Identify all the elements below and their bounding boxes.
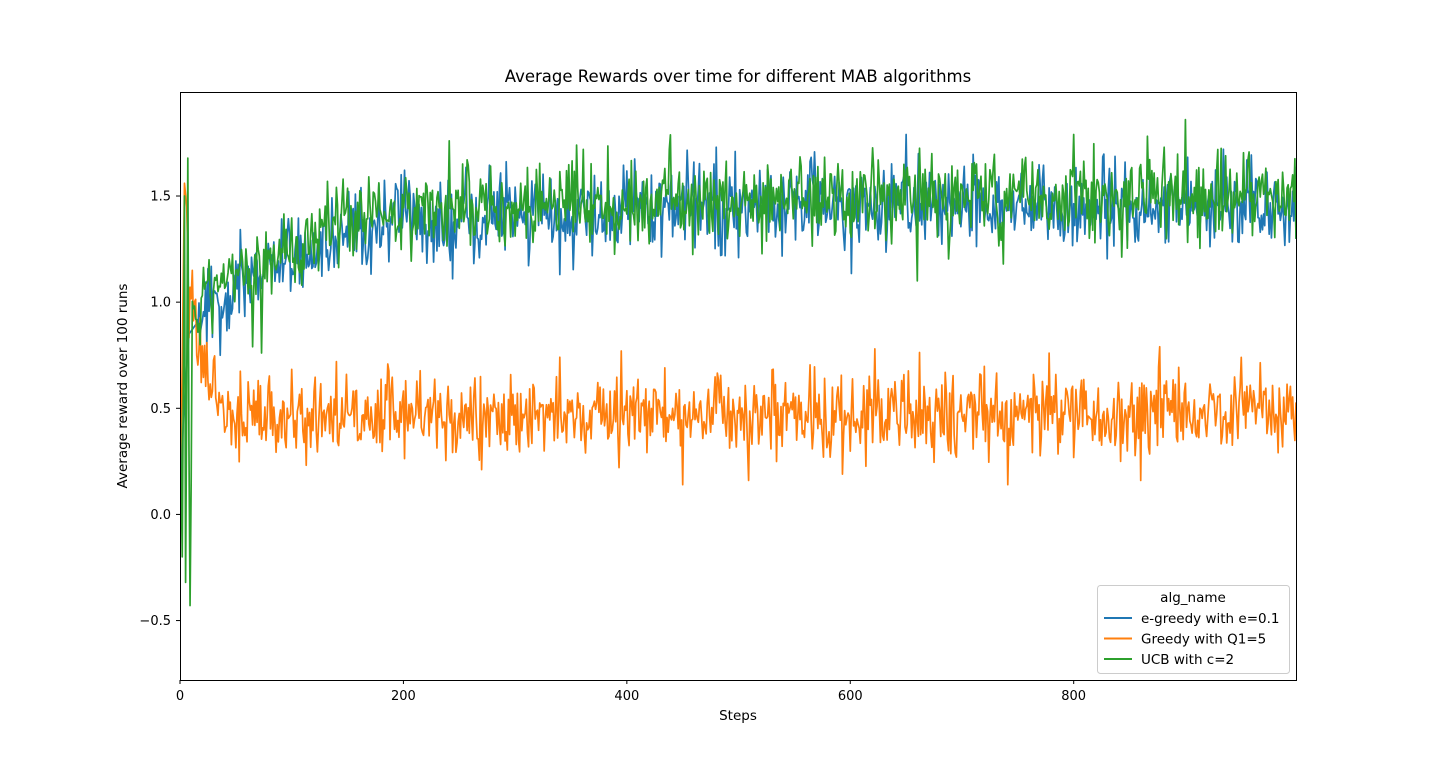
legend-label: Greedy with Q1=5 <box>1141 632 1266 648</box>
y-tick-label: 0.5 <box>150 402 171 417</box>
chart-title: Average Rewards over time for different … <box>505 67 971 86</box>
series-line-2 <box>180 118 1296 607</box>
legend-entries: e-greedy with e=0.1 Greedy with Q1=5 UCB w… <box>1104 611 1279 668</box>
legend: alg_name e-greedy with e=0.1 Greedy with … <box>1097 585 1290 674</box>
x-tick-label: 600 <box>838 689 863 704</box>
legend-label: UCB with c=2 <box>1141 652 1234 668</box>
x-tick-label: 800 <box>1061 689 1086 704</box>
legend-title: alg_name <box>1160 590 1226 606</box>
legend-label: e-greedy with e=0.1 <box>1141 611 1279 627</box>
legend-box <box>1097 585 1290 674</box>
x-tick-label: 0 <box>176 689 184 704</box>
x-tick-label: 200 <box>391 689 416 704</box>
series-line-1 <box>180 182 1296 515</box>
y-axis-ticks: −0.5 0.0 0.5 1.0 1.5 <box>139 190 180 629</box>
y-tick-label: 1.5 <box>150 190 171 205</box>
y-tick-label: 0.0 <box>150 508 171 523</box>
y-tick-label: −0.5 <box>139 614 171 629</box>
x-axis-title: Steps <box>719 708 757 724</box>
plot-area-frame <box>180 92 1297 681</box>
series-layer <box>180 118 1296 607</box>
y-axis-title: Average reward over 100 runs <box>115 284 131 489</box>
x-axis-ticks: 0 200 400 600 800 <box>176 680 1086 704</box>
x-tick-label: 400 <box>614 689 639 704</box>
series-line-0 <box>180 133 1296 511</box>
y-tick-label: 1.0 <box>150 296 171 311</box>
